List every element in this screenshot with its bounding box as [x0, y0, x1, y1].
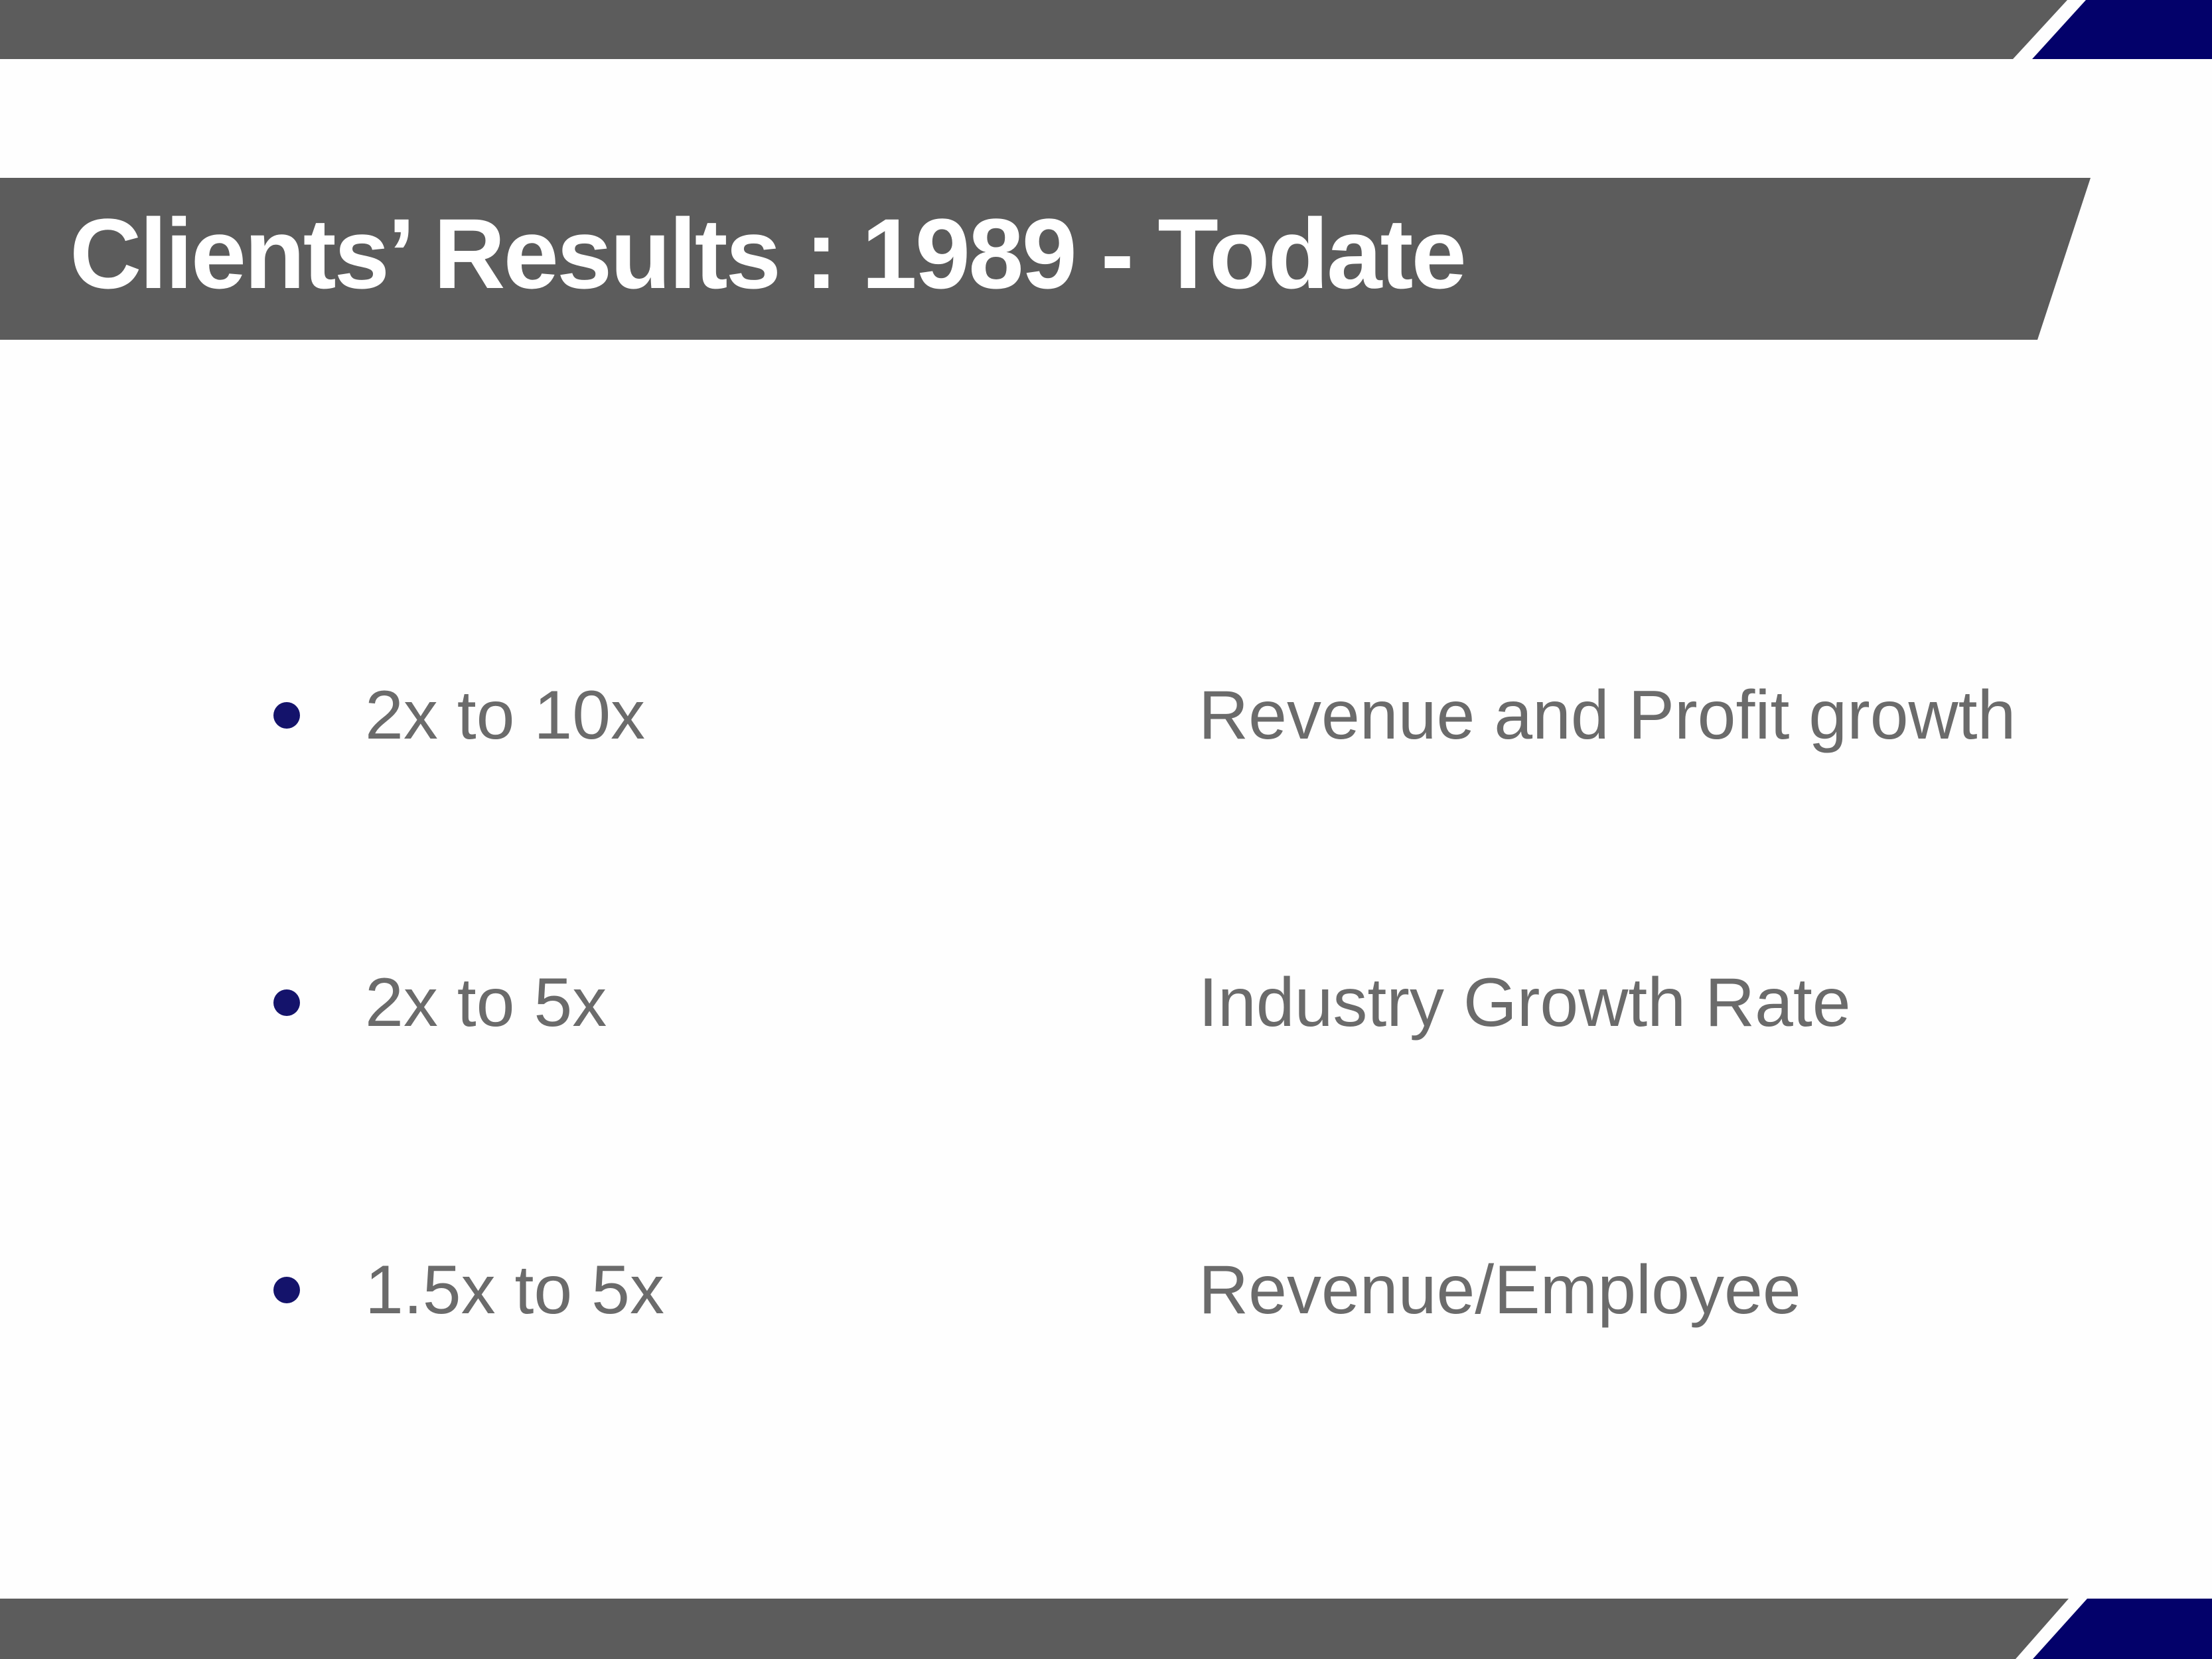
metric-value: 2x to 5x — [365, 964, 607, 1041]
bullet-dot-icon — [273, 989, 300, 1016]
bullet-dot-icon — [273, 1277, 300, 1303]
bullet-dot-icon — [273, 702, 300, 729]
metric-label: Revenue/Employee — [1199, 1252, 1801, 1329]
metric-label: Revenue and Profit growth — [1199, 677, 2016, 754]
bullet-row-2: 2x to 5x Industry Growth Rate — [0, 956, 2212, 1049]
title-banner: Clients’ Results : 1989 - Todate — [0, 178, 2091, 340]
bottom-bar — [0, 1599, 2069, 1659]
metric-label: Industry Growth Rate — [1199, 964, 1851, 1041]
metric-value: 1.5x to 5x — [365, 1252, 664, 1329]
slide-title: Clients’ Results : 1989 - Todate — [70, 198, 1465, 309]
bullet-row-3: 1.5x to 5x Revenue/Employee — [0, 1244, 2212, 1336]
top-bar — [0, 0, 2067, 59]
metric-value: 2x to 10x — [365, 677, 646, 754]
bullet-row-1: 2x to 10x Revenue and Profit growth — [0, 669, 2212, 762]
